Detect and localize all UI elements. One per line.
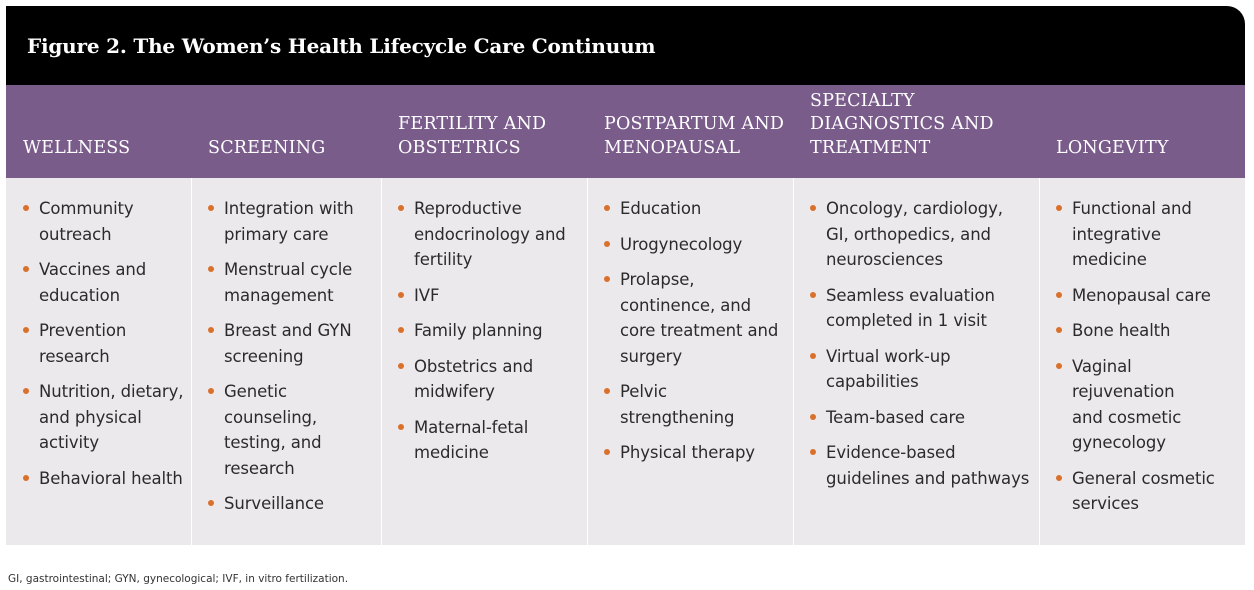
bullet-icon [604, 276, 610, 282]
bullet-icon [23, 266, 29, 272]
bullet-icon [398, 327, 404, 333]
bullet-icon [208, 388, 214, 394]
list-item: Community outreach [23, 196, 191, 247]
list-wellness: Community outreach Vaccines and educatio… [23, 196, 191, 501]
column-heading-longevity: LONGEVITY [1056, 137, 1169, 158]
list-screening: Integration with primary care Menstrual … [208, 196, 380, 527]
bullet-icon [604, 240, 610, 247]
list-item: Physical therapy [604, 440, 792, 466]
list-item: Family planning [398, 318, 586, 344]
list-item: Genetic counseling, testing, and researc… [208, 379, 380, 481]
footnote: GI, gastrointestinal; GYN, gynecological… [8, 573, 349, 585]
column-heading-specialty: SPECIALTY DIAGNOSTICS AND TREATMENT [810, 90, 994, 158]
list-item: IVF [398, 283, 586, 309]
bullet-icon [208, 327, 214, 333]
bullet-icon [1056, 474, 1062, 481]
list-item: General cosmetic services [1056, 466, 1244, 517]
column-divider [1039, 178, 1040, 545]
bullet-icon [604, 388, 610, 394]
column-heading-fertility: FERTILITY AND OBSTETRICS [398, 114, 547, 158]
list-item: Prevention research [23, 318, 191, 369]
bullet-icon [23, 474, 29, 481]
bullet-icon [810, 352, 816, 359]
column-divider [793, 178, 794, 545]
bullet-icon [398, 423, 404, 430]
column-body-row [6, 178, 1245, 545]
bullet-icon [810, 205, 816, 211]
list-item: Team-based care [810, 405, 1038, 431]
list-item: Education [604, 196, 792, 222]
column-heading-wellness: WELLNESS [23, 137, 131, 158]
list-item: Seamless evaluation completed in 1 visit [810, 283, 1038, 334]
bullet-icon [604, 205, 610, 211]
bullet-icon [398, 291, 404, 298]
bullet-icon [810, 413, 816, 420]
column-heading-postpartum: POSTPARTUM AND MENOPAUSAL [604, 114, 785, 158]
column-divider [191, 178, 192, 545]
figure-title: Figure 2. The Women’s Health Lifecycle C… [27, 34, 656, 58]
list-item: Evidence-based guidelines and pathways [810, 440, 1038, 491]
list-item: Surveillance [208, 491, 380, 517]
list-item: Functional and integrative medicine [1056, 196, 1244, 273]
list-item: Menopausal care [1056, 283, 1244, 309]
list-item: Nutrition, dietary, and physical activit… [23, 379, 191, 456]
bullet-icon [398, 362, 404, 369]
bullet-icon [604, 449, 610, 455]
list-postpartum: Education Urogynecology Prolapse, contin… [604, 196, 792, 476]
list-item: Breast and GYN screening [208, 318, 380, 369]
bullet-icon [208, 205, 214, 211]
list-item: Maternal-fetal medicine [398, 415, 586, 466]
column-divider [381, 178, 382, 545]
list-item: Reproductive endocrinology and fertility [398, 196, 586, 273]
bullet-icon [1056, 291, 1062, 298]
bullet-icon [23, 205, 29, 211]
list-item: Prolapse, continence, and core treatment… [604, 267, 792, 369]
bullet-icon [810, 291, 816, 298]
bullet-icon [208, 266, 214, 272]
list-item: Virtual work-up capabilities [810, 344, 1038, 395]
bullet-icon [23, 388, 29, 394]
list-item: Behavioral health [23, 466, 191, 492]
bullet-icon [23, 327, 29, 333]
list-fertility: Reproductive endocrinology and fertility… [398, 196, 586, 476]
list-item: Bone health [1056, 318, 1244, 344]
list-item: Pelvic strengthening [604, 379, 792, 430]
list-longevity: Functional and integrative medicine Meno… [1056, 196, 1244, 527]
list-item: Obstetrics and midwifery [398, 354, 586, 405]
list-item: Menstrual cycle management [208, 257, 380, 308]
list-item: Vaginal rejuvenation and cosmetic gyneco… [1056, 354, 1244, 456]
list-item: Vaccines and education [23, 257, 191, 308]
bullet-icon [1056, 205, 1062, 211]
bullet-icon [1056, 362, 1062, 369]
list-item: Urogynecology [604, 232, 792, 258]
column-heading-screening: SCREENING [208, 137, 326, 158]
bullet-icon [398, 205, 404, 211]
bullet-icon [1056, 327, 1062, 333]
list-item: Oncology, cardiology, GI, orthopedics, a… [810, 196, 1038, 273]
column-divider [587, 178, 588, 545]
column-header-row [6, 85, 1245, 178]
figure-title-bar: Figure 2. The Women’s Health Lifecycle C… [6, 6, 1245, 85]
list-specialty: Oncology, cardiology, GI, orthopedics, a… [810, 196, 1038, 501]
bullet-icon [208, 500, 214, 506]
bullet-icon [810, 449, 816, 455]
list-item: Integration with primary care [208, 196, 380, 247]
